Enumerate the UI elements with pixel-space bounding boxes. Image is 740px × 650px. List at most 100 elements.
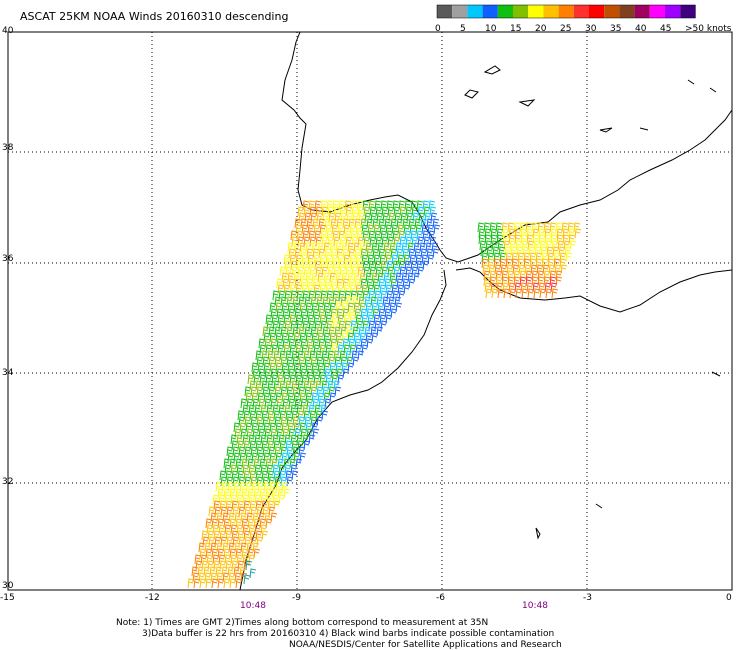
wind-barb bbox=[298, 446, 306, 457]
wind-barb bbox=[252, 398, 260, 409]
wind-barb bbox=[273, 440, 281, 451]
wind-barb bbox=[223, 518, 231, 529]
wind-barb bbox=[292, 296, 300, 307]
wind-barb bbox=[255, 410, 263, 421]
wind-barb bbox=[254, 494, 262, 505]
wind-barb bbox=[414, 218, 422, 229]
wind-barb bbox=[245, 482, 253, 493]
wind-barbs bbox=[187, 200, 582, 589]
wind-barb bbox=[362, 230, 370, 241]
legend-label: 40 bbox=[635, 24, 647, 34]
wind-barb bbox=[227, 452, 235, 463]
wind-barb bbox=[330, 368, 338, 379]
wind-barb bbox=[224, 554, 232, 565]
wind-barb bbox=[429, 206, 437, 217]
wind-barb bbox=[328, 356, 336, 367]
wind-barb bbox=[349, 284, 357, 295]
wind-barb bbox=[201, 560, 209, 571]
wind-barb bbox=[317, 392, 325, 403]
wind-barb bbox=[512, 264, 520, 275]
wind-barb bbox=[490, 234, 498, 245]
wind-barb bbox=[537, 276, 545, 287]
wind-barb bbox=[261, 530, 269, 541]
wind-barb bbox=[410, 260, 418, 271]
wind-barb bbox=[544, 282, 552, 293]
wind-barb bbox=[303, 350, 311, 361]
wind-barb bbox=[280, 416, 288, 427]
wind-barb bbox=[266, 464, 274, 475]
wind-barb bbox=[231, 500, 239, 511]
wind-barb bbox=[240, 512, 248, 523]
wind-barb bbox=[311, 332, 319, 343]
wind-barb bbox=[211, 578, 219, 589]
wind-barb bbox=[334, 326, 342, 337]
wind-barb bbox=[543, 276, 551, 287]
wind-barb bbox=[261, 380, 269, 391]
wind-barb bbox=[310, 356, 318, 367]
wind-barb bbox=[343, 344, 351, 355]
wind-barb bbox=[254, 434, 262, 445]
wind-barb bbox=[305, 362, 313, 373]
wind-barb bbox=[406, 212, 414, 223]
wind-barb bbox=[241, 518, 249, 529]
wind-barb bbox=[287, 332, 295, 343]
wind-barb bbox=[313, 254, 321, 265]
wind-barb bbox=[399, 266, 407, 277]
wind-barb bbox=[338, 200, 346, 211]
wind-barb bbox=[539, 288, 547, 299]
wind-barb bbox=[233, 422, 241, 433]
wind-barb bbox=[248, 524, 256, 535]
wind-barb bbox=[220, 506, 228, 517]
wind-barb bbox=[236, 434, 244, 445]
wind-barb bbox=[324, 398, 332, 409]
wind-barb bbox=[403, 224, 411, 235]
wind-barb bbox=[217, 548, 225, 559]
wind-barb bbox=[283, 314, 291, 325]
wind-barb bbox=[299, 302, 307, 313]
wind-barb bbox=[510, 246, 518, 257]
wind-barb bbox=[238, 536, 246, 547]
wind-barb bbox=[194, 554, 202, 565]
wind-barb bbox=[280, 326, 288, 337]
legend-swatch bbox=[573, 5, 589, 18]
wind-barb bbox=[249, 500, 257, 511]
wind-barb bbox=[279, 350, 287, 361]
grid-lines bbox=[8, 32, 732, 590]
wind-barb bbox=[233, 452, 241, 463]
wind-barb bbox=[292, 386, 300, 397]
wind-barb bbox=[503, 240, 511, 251]
wind-barb bbox=[274, 416, 282, 427]
wind-barb bbox=[265, 374, 273, 385]
wind-barb bbox=[337, 374, 345, 385]
wind-barb bbox=[253, 488, 261, 499]
wind-barb bbox=[321, 236, 329, 247]
wind-barb bbox=[418, 212, 426, 223]
wind-barb bbox=[404, 260, 412, 271]
wind-barb bbox=[316, 416, 324, 427]
wind-barb bbox=[313, 374, 321, 385]
wind-barb bbox=[525, 222, 533, 233]
wind-barb bbox=[285, 350, 293, 361]
wind-barb bbox=[268, 476, 276, 487]
wind-barb bbox=[213, 530, 221, 541]
wind-barb bbox=[256, 536, 264, 547]
wind-barb bbox=[362, 320, 370, 331]
wind-barb bbox=[279, 410, 287, 421]
wind-barb bbox=[276, 368, 284, 379]
wind-barb bbox=[561, 222, 569, 233]
wind-barb bbox=[284, 464, 292, 475]
wind-barb bbox=[289, 314, 297, 325]
wind-barb bbox=[217, 518, 225, 529]
wind-barb bbox=[204, 542, 212, 553]
wind-barb bbox=[235, 518, 243, 529]
wind-barb bbox=[365, 272, 373, 283]
wind-barb bbox=[354, 218, 362, 229]
wind-barb bbox=[368, 230, 376, 241]
wind-barb bbox=[384, 248, 392, 259]
wind-barb bbox=[244, 506, 252, 517]
wind-barb bbox=[322, 296, 330, 307]
wind-barb bbox=[256, 446, 264, 457]
wind-barb bbox=[272, 404, 280, 415]
wind-barb bbox=[432, 218, 440, 229]
wind-barb bbox=[352, 212, 360, 223]
